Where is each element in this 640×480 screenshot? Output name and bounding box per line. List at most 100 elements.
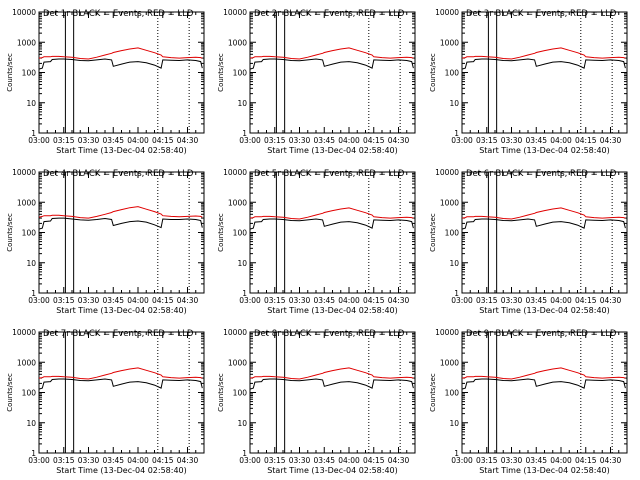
x-tick-label: 03:45 xyxy=(313,296,335,305)
x-tick-label: 03:45 xyxy=(525,296,547,305)
plot-frame xyxy=(249,11,416,134)
events-series-line xyxy=(461,218,626,230)
y-tick-label: 10000 xyxy=(223,328,247,337)
x-tick-label: 03:30 xyxy=(78,296,100,305)
y-tick-label: 1000 xyxy=(17,38,36,47)
y-tick-label: 10 xyxy=(237,99,247,108)
y-tick-label: 10000 xyxy=(435,328,459,337)
detector-panel-4: Det 4r BLACK = Events, RED = LLD 1 10 100 10… xyxy=(6,168,205,315)
lld-series-line xyxy=(38,206,203,219)
detector-panel-6: Det 6r BLACK = Events, RED = LLD 1 10 100 10… xyxy=(429,168,628,315)
plot-frame xyxy=(38,171,205,294)
x-tick-label: 04:30 xyxy=(388,296,410,305)
y-axis-label: Counts/sec xyxy=(429,213,437,252)
plot-frame xyxy=(38,331,205,454)
events-series-line xyxy=(461,58,626,70)
plot-frame xyxy=(461,11,628,134)
x-tick-label: 04:00 xyxy=(127,456,149,465)
x-tick-label: 03:15 xyxy=(476,456,498,465)
x-tick-label: 03:00 xyxy=(239,296,261,305)
y-tick-label: 1000 xyxy=(228,198,247,207)
y-tick-label: 100 xyxy=(233,69,248,78)
y-axis-label: Counts/sec xyxy=(429,373,437,412)
y-tick-label: 100 xyxy=(233,229,248,238)
panel-title: Det 8r BLACK = Events, RED = LLD xyxy=(254,329,405,339)
y-tick-label: 10 xyxy=(26,419,36,428)
events-series-line xyxy=(38,58,203,70)
y-tick-label: 1 xyxy=(454,449,459,458)
y-axis-label: Counts/sec xyxy=(6,373,14,412)
x-tick-label: 03:00 xyxy=(451,136,473,145)
lld-series-line xyxy=(38,47,203,60)
lld-series-line xyxy=(38,367,203,380)
y-tick-label: 1 xyxy=(454,129,459,138)
events-series-line xyxy=(38,378,203,390)
y-tick-label: 10 xyxy=(26,259,36,268)
detector-panel-7: Det 7r BLACK = Events, RED = LLD 1 10 100 10… xyxy=(6,328,205,475)
x-tick-label: 04:15 xyxy=(575,456,597,465)
detector-panel-1: Det 1r BLACK = Events, RED = LLD 1 10 100 10… xyxy=(6,8,205,155)
y-tick-label: 10000 xyxy=(435,168,459,177)
x-tick-label: 04:30 xyxy=(600,456,622,465)
y-tick-label: 100 xyxy=(445,389,460,398)
x-tick-label: 03:15 xyxy=(476,136,498,145)
y-tick-label: 1 xyxy=(242,129,247,138)
y-tick-label: 1000 xyxy=(440,38,459,47)
detector-panel-9: Det 9r BLACK = Events, RED = LLD 1 10 100 10… xyxy=(429,328,628,475)
y-tick-label: 10 xyxy=(449,259,459,268)
x-tick-label: 04:15 xyxy=(575,296,597,305)
x-tick-label: 03:30 xyxy=(289,136,311,145)
events-series-line xyxy=(461,378,626,390)
x-tick-label: 03:30 xyxy=(501,136,523,145)
x-tick-label: 04:15 xyxy=(363,136,385,145)
lld-series-line xyxy=(249,207,414,220)
x-tick-label: 04:15 xyxy=(152,136,174,145)
x-tick-label: 04:00 xyxy=(127,296,149,305)
y-tick-label: 100 xyxy=(445,69,460,78)
y-tick-label: 100 xyxy=(22,229,37,238)
y-axis-label: Counts/sec xyxy=(6,53,14,92)
y-tick-label: 1 xyxy=(31,129,36,138)
lld-series-line xyxy=(249,47,414,60)
x-tick-label: 03:30 xyxy=(78,136,100,145)
x-axis-label: Start Time (13-Dec-04 02:58:40) xyxy=(56,146,187,155)
y-tick-label: 1 xyxy=(242,289,247,298)
y-tick-label: 100 xyxy=(22,389,37,398)
lld-series-line xyxy=(461,47,626,60)
x-tick-label: 03:00 xyxy=(239,136,261,145)
x-tick-label: 04:00 xyxy=(550,296,572,305)
x-tick-label: 04:30 xyxy=(177,136,199,145)
y-tick-label: 1 xyxy=(31,289,36,298)
x-tick-label: 03:00 xyxy=(28,296,50,305)
x-tick-label: 03:45 xyxy=(525,136,547,145)
y-tick-label: 10000 xyxy=(12,328,36,337)
x-tick-label: 04:15 xyxy=(363,456,385,465)
detector-panel-3: Det 3r BLACK = Events, RED = LLD 1 10 100 10… xyxy=(429,8,628,155)
plot-frame xyxy=(461,171,628,294)
x-tick-label: 04:30 xyxy=(177,296,199,305)
detector-panel-5: Det 5r BLACK = Events, RED = LLD 1 10 100 10… xyxy=(217,168,416,315)
x-tick-label: 04:15 xyxy=(152,296,174,305)
x-tick-label: 03:45 xyxy=(102,296,124,305)
y-axis-label: Counts/sec xyxy=(429,53,437,92)
y-tick-label: 10 xyxy=(449,99,459,108)
x-tick-label: 03:30 xyxy=(78,456,100,465)
events-series-line xyxy=(38,217,203,230)
y-tick-label: 100 xyxy=(22,69,37,78)
lld-series-line xyxy=(461,367,626,380)
x-tick-label: 03:00 xyxy=(28,456,50,465)
y-tick-label: 100 xyxy=(233,389,248,398)
plot-frame xyxy=(249,171,416,294)
x-axis-label: Start Time (13-Dec-04 02:58:40) xyxy=(479,306,610,315)
x-axis-label: Start Time (13-Dec-04 02:58:40) xyxy=(267,146,398,155)
y-tick-label: 10000 xyxy=(223,168,247,177)
x-tick-label: 03:45 xyxy=(313,456,335,465)
x-axis-label: Start Time (13-Dec-04 02:58:40) xyxy=(56,466,187,475)
panel-title: Det 2r BLACK = Events, RED = LLD xyxy=(254,9,405,19)
y-tick-label: 10000 xyxy=(435,8,459,17)
y-tick-label: 1000 xyxy=(440,198,459,207)
x-tick-label: 03:15 xyxy=(53,296,75,305)
x-tick-label: 03:00 xyxy=(451,296,473,305)
x-tick-label: 04:00 xyxy=(338,136,360,145)
x-tick-label: 03:45 xyxy=(525,456,547,465)
